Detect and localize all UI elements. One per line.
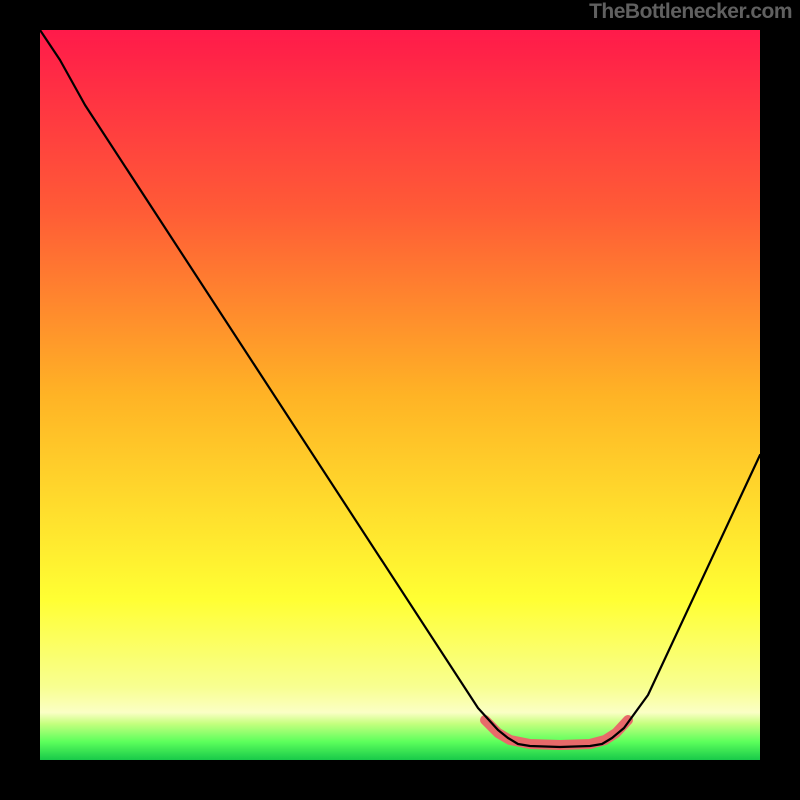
- chart-container: TheBottlenecker.com: [0, 0, 800, 800]
- attribution-wrap: TheBottlenecker.com: [589, 0, 800, 24]
- bottleneck-chart: [0, 0, 800, 800]
- plot-background: [40, 30, 760, 760]
- attribution-label: TheBottlenecker.com: [589, 0, 800, 23]
